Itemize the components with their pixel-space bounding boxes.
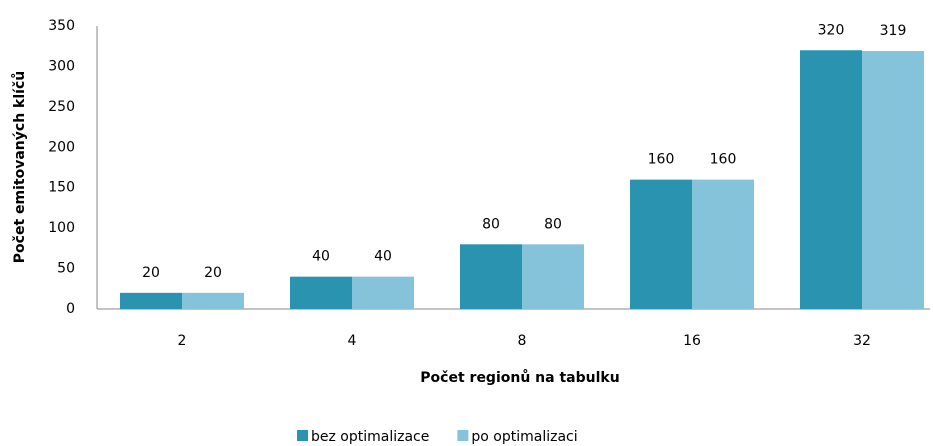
bar <box>800 50 862 309</box>
value-label: 80 <box>482 216 500 232</box>
value-label: 160 <box>648 152 675 168</box>
bar <box>352 276 414 309</box>
y-tick-label: 150 <box>48 180 75 196</box>
legend-swatch <box>297 430 308 441</box>
y-axis-label: Počet emitovaných klíčů <box>11 71 28 263</box>
x-tick-label: 8 <box>518 333 527 349</box>
value-label: 80 <box>544 216 562 232</box>
bar <box>290 276 352 309</box>
y-tick-label: 350 <box>48 18 75 34</box>
value-label: 40 <box>374 249 392 265</box>
value-label: 40 <box>312 249 330 265</box>
y-tick-label: 250 <box>48 99 75 115</box>
x-tick-label: 16 <box>683 333 701 349</box>
value-label: 320 <box>818 22 845 38</box>
y-tick-label: 50 <box>57 261 75 277</box>
y-tick-label: 0 <box>66 301 75 317</box>
x-tick-label: 4 <box>348 333 357 349</box>
y-tick-label: 100 <box>48 220 75 236</box>
value-label: 319 <box>880 23 907 39</box>
y-tick-label: 200 <box>48 139 75 155</box>
bar <box>182 292 244 309</box>
legend-swatch <box>457 430 469 441</box>
x-axis-label: Počet regionů na tabulku <box>420 369 619 386</box>
bar <box>460 244 522 309</box>
bar <box>522 244 584 309</box>
bar <box>862 51 924 310</box>
legend-label: bez optimalizace <box>311 429 429 445</box>
bar <box>120 292 182 309</box>
bar <box>692 179 754 309</box>
y-tick-label: 300 <box>48 58 75 74</box>
value-label: 20 <box>204 265 222 281</box>
x-tick-label: 32 <box>853 333 871 349</box>
bar <box>630 179 692 309</box>
value-label: 20 <box>142 265 160 281</box>
legend-label: po optimalizaci <box>471 429 577 445</box>
value-label: 160 <box>710 152 737 168</box>
x-tick-label: 2 <box>178 333 187 349</box>
